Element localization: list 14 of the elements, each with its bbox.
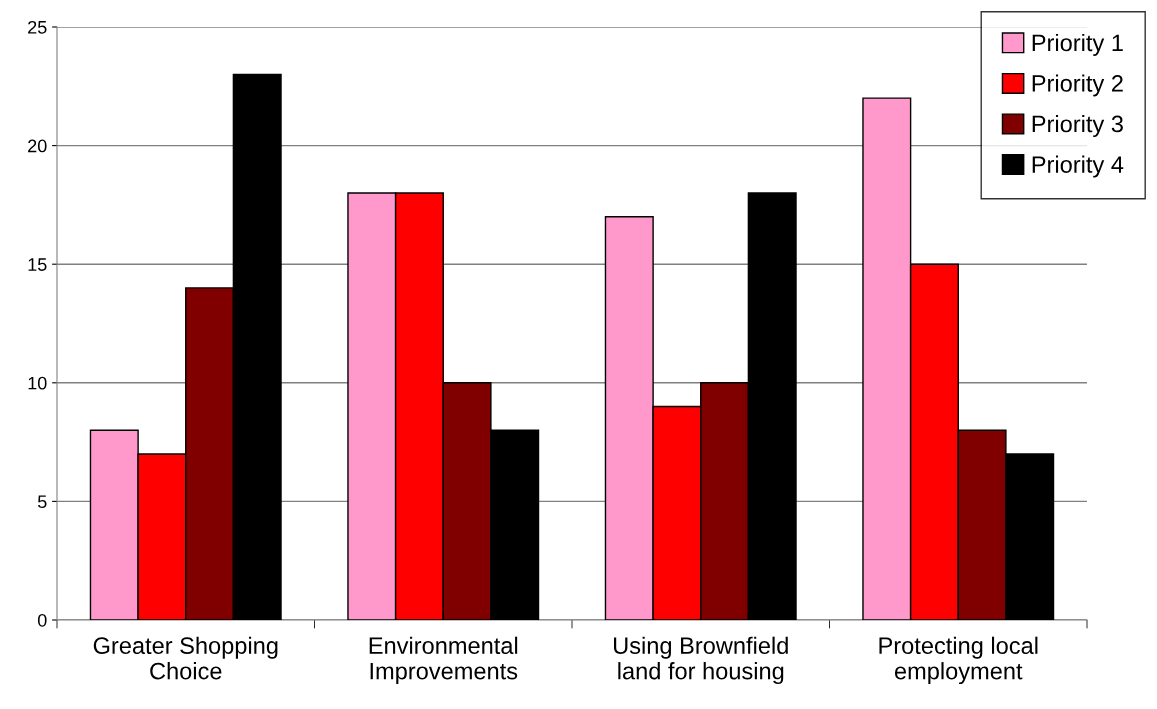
legend-label: Priority 2	[1032, 74, 1123, 97]
legend-label: Priority 3	[1032, 114, 1123, 137]
y-tick-label: 5	[37, 495, 47, 509]
y-tick-label: 10	[28, 376, 47, 390]
legend-label: Priority 1	[1032, 33, 1123, 56]
y-tick-label: 15	[28, 258, 47, 271]
y-tick-label: 20	[28, 139, 47, 153]
x-tick-label: Environmental Improvements	[369, 636, 518, 685]
x-tick-label: Using Brownfield land for housing	[613, 636, 788, 685]
legend-label: Priority 4	[1032, 155, 1124, 178]
x-tick-label: Greater Shopping Choice	[93, 636, 278, 680]
y-tick-label: 0	[37, 613, 47, 627]
x-tick-label: Protecting local employment	[879, 636, 1038, 685]
y-tick-label: 25	[28, 20, 47, 34]
